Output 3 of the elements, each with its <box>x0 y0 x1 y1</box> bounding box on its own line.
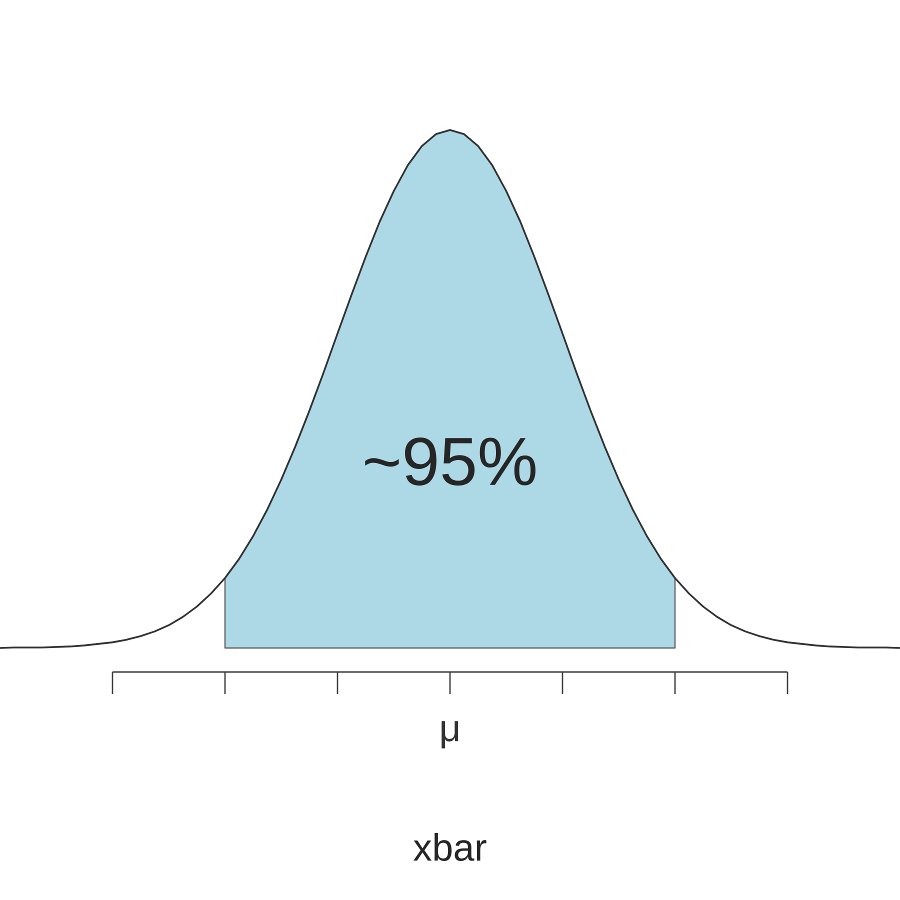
annotation: ~95% <box>365 437 536 486</box>
text: μ <box>442 721 458 748</box>
x-axis-title: xbar <box>413 833 486 861</box>
